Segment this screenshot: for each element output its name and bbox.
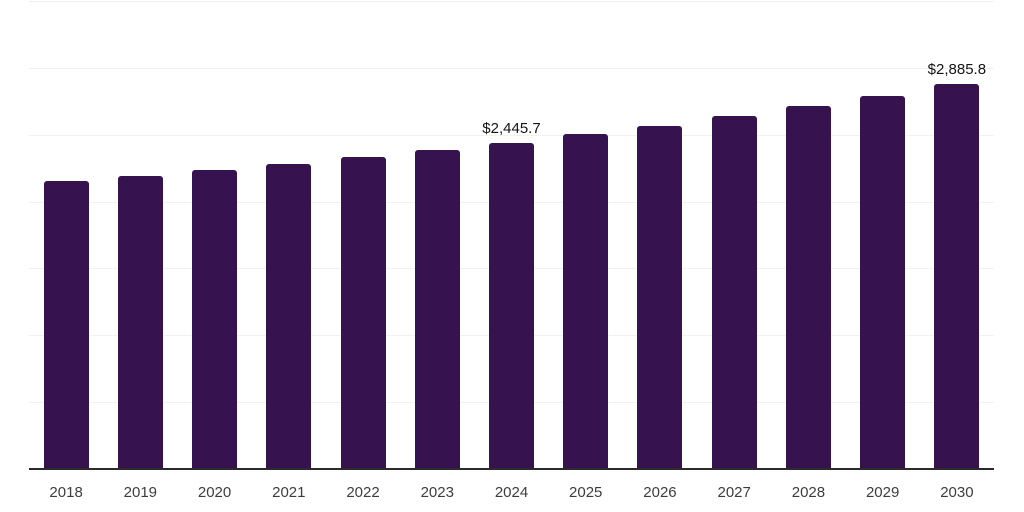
gridline xyxy=(29,67,994,69)
bar-2028 xyxy=(785,105,831,470)
x-tick-label-2027: 2027 xyxy=(717,484,751,501)
x-tick-label-2025: 2025 xyxy=(569,484,603,501)
x-tick-label-2026: 2026 xyxy=(643,484,677,501)
bar-2030 xyxy=(934,84,980,470)
bar-2022 xyxy=(340,157,386,470)
value-label-2024: $2,445.7 xyxy=(482,119,541,137)
x-tick-label-2021: 2021 xyxy=(272,484,306,501)
x-tick-label-2019: 2019 xyxy=(123,484,158,501)
bar-2025 xyxy=(563,134,609,470)
bar-2024 xyxy=(489,142,534,470)
plot-area: $2,445.7 $2,885.8 xyxy=(29,1,994,470)
x-tick-label-2028: 2028 xyxy=(791,484,826,501)
gridline xyxy=(29,134,994,136)
x-axis-line xyxy=(29,468,994,470)
x-tick-label-2020: 2020 xyxy=(197,484,232,501)
bar-2018 xyxy=(43,181,89,470)
x-tick-label-2030: 2030 xyxy=(940,484,974,501)
value-label-2030: $2,885.8 xyxy=(927,61,987,79)
gridline xyxy=(29,1,994,2)
x-tick-label-2024: 2024 xyxy=(494,484,529,501)
x-tick-label-2029: 2029 xyxy=(865,484,900,501)
bar-2029 xyxy=(860,95,906,470)
bar-2019 xyxy=(117,175,163,470)
x-tick-label-2018: 2018 xyxy=(49,484,83,501)
x-tick-label-2022: 2022 xyxy=(346,484,380,501)
x-tick-label-2023: 2023 xyxy=(420,484,454,501)
bar-2027 xyxy=(711,116,757,470)
bar-2021 xyxy=(266,163,312,470)
bar-2023 xyxy=(414,150,460,470)
bar-2020 xyxy=(192,170,238,470)
bar-2026 xyxy=(637,126,683,470)
